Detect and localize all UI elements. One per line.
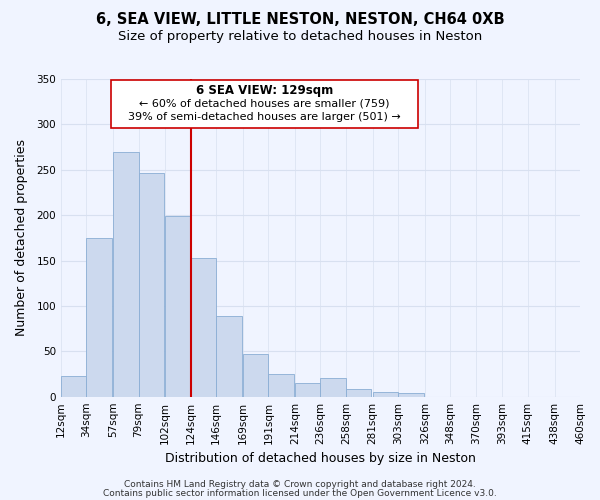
X-axis label: Distribution of detached houses by size in Neston: Distribution of detached houses by size …	[165, 452, 476, 465]
Text: 39% of semi-detached houses are larger (501) →: 39% of semi-detached houses are larger (…	[128, 112, 401, 122]
Bar	[191, 258, 216, 396]
Text: Contains public sector information licensed under the Open Government Licence v3: Contains public sector information licen…	[103, 488, 497, 498]
Bar	[113, 152, 139, 396]
Bar	[346, 390, 371, 396]
Bar	[295, 383, 320, 396]
Bar	[243, 354, 268, 397]
Bar	[139, 174, 164, 396]
Bar	[268, 374, 294, 396]
Bar	[61, 376, 86, 396]
Bar	[86, 238, 112, 396]
Text: ← 60% of detached houses are smaller (759): ← 60% of detached houses are smaller (75…	[139, 99, 389, 109]
Bar	[373, 392, 398, 396]
Bar	[320, 378, 346, 396]
Text: 6 SEA VIEW: 129sqm: 6 SEA VIEW: 129sqm	[196, 84, 333, 97]
Bar	[165, 216, 191, 396]
Text: Contains HM Land Registry data © Crown copyright and database right 2024.: Contains HM Land Registry data © Crown c…	[124, 480, 476, 489]
Bar	[216, 316, 242, 396]
Y-axis label: Number of detached properties: Number of detached properties	[15, 140, 28, 336]
FancyBboxPatch shape	[111, 80, 418, 128]
Text: 6, SEA VIEW, LITTLE NESTON, NESTON, CH64 0XB: 6, SEA VIEW, LITTLE NESTON, NESTON, CH64…	[95, 12, 505, 28]
Bar	[398, 393, 424, 396]
Text: Size of property relative to detached houses in Neston: Size of property relative to detached ho…	[118, 30, 482, 43]
